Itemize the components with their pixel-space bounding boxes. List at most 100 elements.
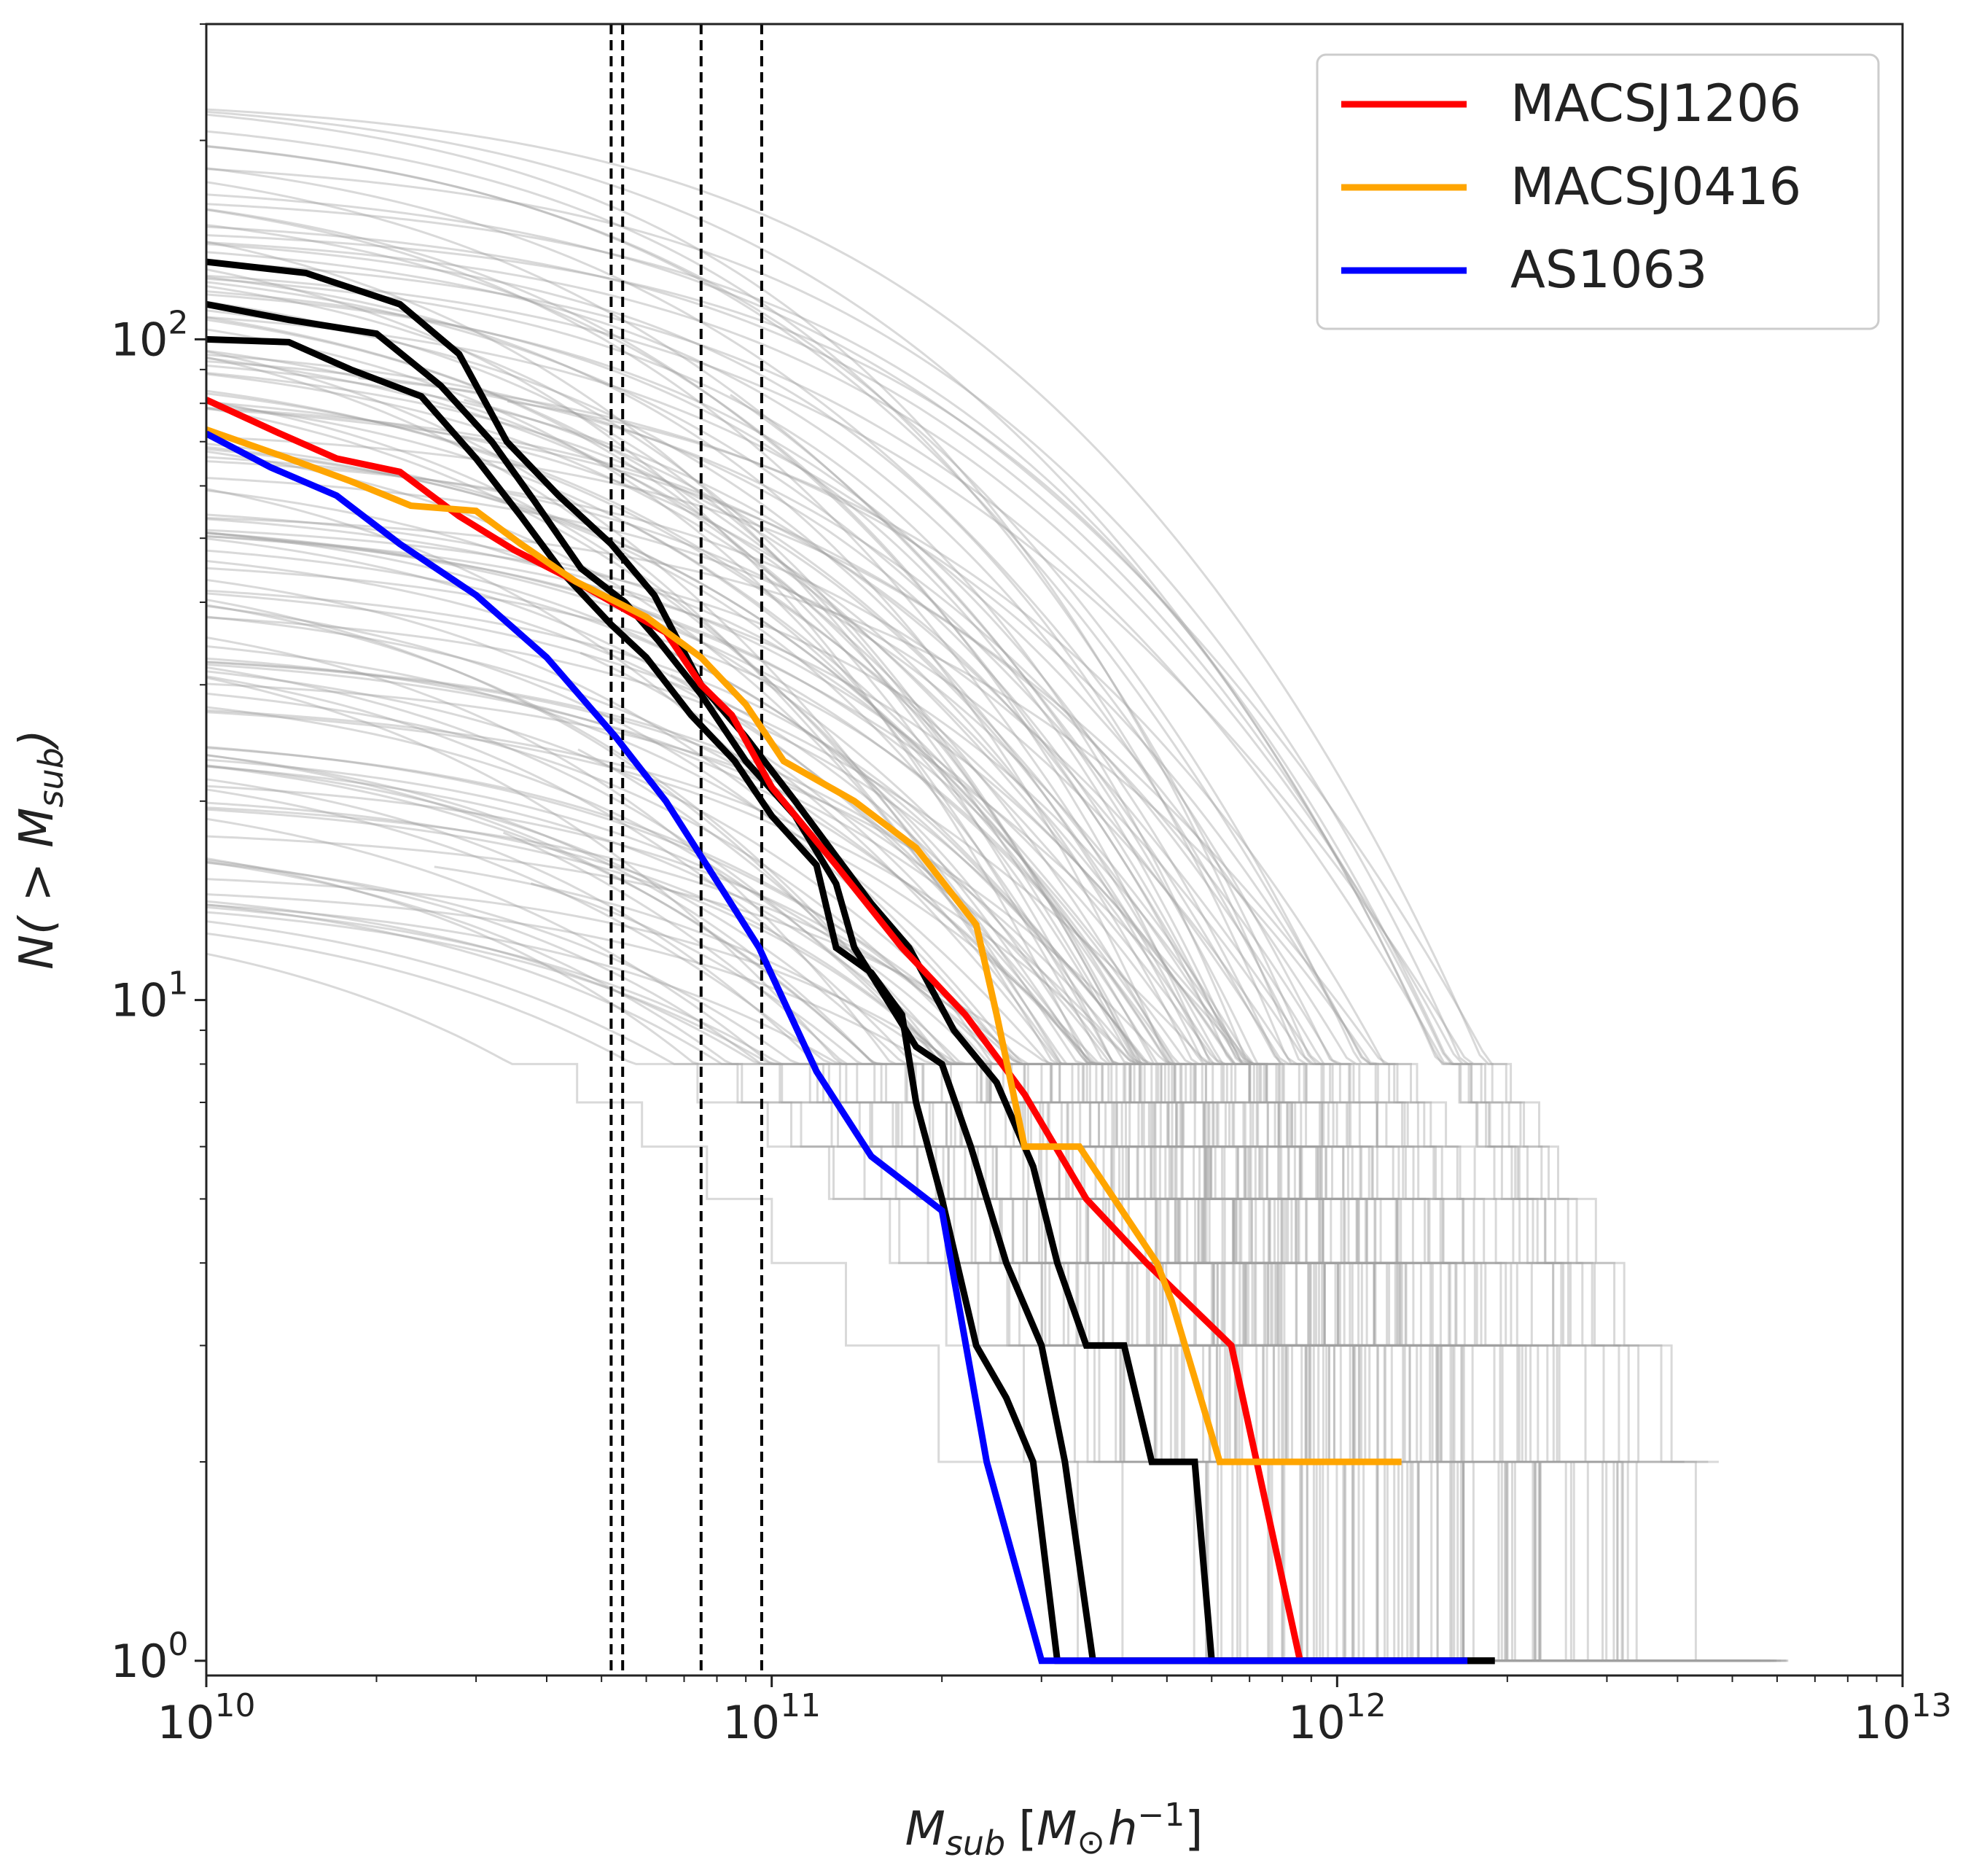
ensemble-curve xyxy=(206,435,1648,1662)
ensemble-curve xyxy=(206,373,1406,1463)
y-tick-label: 102 xyxy=(111,304,189,366)
x-label-sub: sub xyxy=(945,1824,1005,1863)
ensemble-curve xyxy=(730,394,1395,1347)
ensemble-curve xyxy=(206,682,1715,1662)
ensemble-curve xyxy=(206,893,1720,1662)
y-tick-label: 100 xyxy=(111,1626,189,1688)
ensemble-curve xyxy=(206,108,1621,1347)
ensemble-curve xyxy=(206,268,1335,1662)
ensemble-curve xyxy=(206,285,1400,1662)
series-line-as1063 xyxy=(206,430,1468,1665)
ensemble-curve xyxy=(206,513,1298,1347)
ensemble-curve xyxy=(206,243,1397,1346)
ensemble-curve xyxy=(206,402,1324,1463)
ensemble-curve xyxy=(206,319,1332,1463)
ensemble-curve xyxy=(206,443,1491,1662)
ensemble-curve xyxy=(206,130,1494,1463)
ensemble-curve xyxy=(206,450,1297,1463)
y-label-sub: sub xyxy=(31,747,71,807)
ensemble-curve xyxy=(206,567,1362,1463)
ensemble-curve xyxy=(206,274,1709,1463)
ensemble-curve xyxy=(725,731,1304,1463)
ensemble-curve xyxy=(206,518,1444,1463)
y-tick-label: 101 xyxy=(111,965,189,1027)
ensemble-curve xyxy=(206,316,1532,1662)
ensemble-curve xyxy=(206,357,1601,1662)
ensemble-curve xyxy=(206,401,1341,1347)
ensemble-curve xyxy=(206,448,1497,1662)
ensemble-curve xyxy=(206,531,1699,1662)
legend-label-as1063: AS1063 xyxy=(1510,240,1707,300)
x-axis-label: Msub [M⊙h−1] xyxy=(905,1797,1203,1863)
ensemble-curve xyxy=(206,290,1382,1347)
ensemble-curve xyxy=(206,615,1761,1662)
ensemble-curve xyxy=(206,559,1553,1662)
x-tick-label: 1012 xyxy=(1288,1687,1386,1749)
ensemble-curve xyxy=(206,407,1424,1662)
ensemble-curve xyxy=(206,400,1641,1662)
ensemble-curve xyxy=(507,400,1571,1463)
ensemble-curve xyxy=(206,661,1373,1463)
ensemble-curve xyxy=(206,709,1698,1662)
ensemble-curve xyxy=(206,241,1685,1463)
ensemble-curve xyxy=(206,460,1771,1662)
ensemble-curve xyxy=(206,711,1605,1662)
x-tick-label: 1010 xyxy=(157,1687,256,1749)
ensemble-curve xyxy=(206,113,1437,1347)
ensemble-curve xyxy=(206,535,1503,1463)
x-label-unit-sun: ⊙ xyxy=(1077,1822,1105,1861)
ensemble-curve xyxy=(206,276,1285,1347)
x-label-unit-h: h xyxy=(1108,1802,1138,1856)
ensemble-curve xyxy=(206,144,1697,1662)
ensemble-curve xyxy=(206,260,1685,1463)
ensemble-curve xyxy=(206,489,1691,1662)
ensemble-curve xyxy=(206,835,1782,1662)
ensemble-curve xyxy=(206,529,1523,1662)
axis-ticks: 1010 1011 1012 1013 100 101 102 xyxy=(111,304,1952,1749)
ensemble-curve xyxy=(626,521,1787,1662)
x-tick-label: 1011 xyxy=(722,1687,821,1749)
series-line-sim-1 xyxy=(206,258,1495,1665)
x-label-unit-exp: −1 xyxy=(1138,1797,1185,1834)
ensemble-curve xyxy=(206,208,1585,1662)
ensemble-curve xyxy=(206,456,1603,1662)
series-line-macsj1206 xyxy=(206,397,1303,1662)
ensemble-curve xyxy=(206,354,1351,1346)
y-label-suffix: ) xyxy=(10,729,64,750)
ensemble-curve xyxy=(206,251,1548,1662)
ensemble-curve xyxy=(206,225,1581,1347)
x-label-unit-m: M xyxy=(1037,1802,1077,1856)
ensemble-curve xyxy=(206,589,1303,1347)
ensemble-curve xyxy=(206,549,1302,1463)
ensemble-curve xyxy=(206,477,1636,1662)
ensemble-curve xyxy=(206,801,1284,1463)
x-label-open: [ xyxy=(1018,1802,1037,1856)
ensemble-curve xyxy=(206,765,1387,1662)
ensemble-curve xyxy=(206,360,1615,1662)
y-axis-label: N( > Msub) xyxy=(10,729,71,970)
ensemble-curve xyxy=(206,300,1434,1662)
ensemble-curve xyxy=(206,389,1786,1662)
x-label-main: M xyxy=(905,1802,945,1856)
series-line-macsj0416 xyxy=(206,426,1402,1466)
series-line-sim-3 xyxy=(206,335,1495,1665)
ensemble-curve xyxy=(206,392,1766,1662)
ensemble-curve xyxy=(206,309,1361,1347)
ensemble-curve xyxy=(206,145,1499,1347)
ensemble-curve xyxy=(206,203,1555,1346)
ensemble-curve xyxy=(670,674,1682,1662)
ensemble-curve xyxy=(206,234,1622,1463)
ensemble-curve xyxy=(206,281,1717,1662)
x-label-close: ] xyxy=(1185,1802,1203,1856)
ensemble-curve xyxy=(206,328,1390,1662)
ensemble-curve xyxy=(206,408,1744,1662)
ensemble-curve xyxy=(206,181,1512,1463)
legend-label-macsj1206: MACSJ1206 xyxy=(1510,74,1801,133)
threshold-lines xyxy=(609,24,763,1675)
ensemble-curve xyxy=(206,675,1774,1662)
ensemble-curve xyxy=(206,445,1322,1463)
ensemble-curve xyxy=(206,372,1350,1347)
ensemble-curve xyxy=(206,911,1484,1662)
ensemble-curve xyxy=(206,636,1310,1662)
legend-label-macsj0416: MACSJ0416 xyxy=(1510,157,1801,217)
